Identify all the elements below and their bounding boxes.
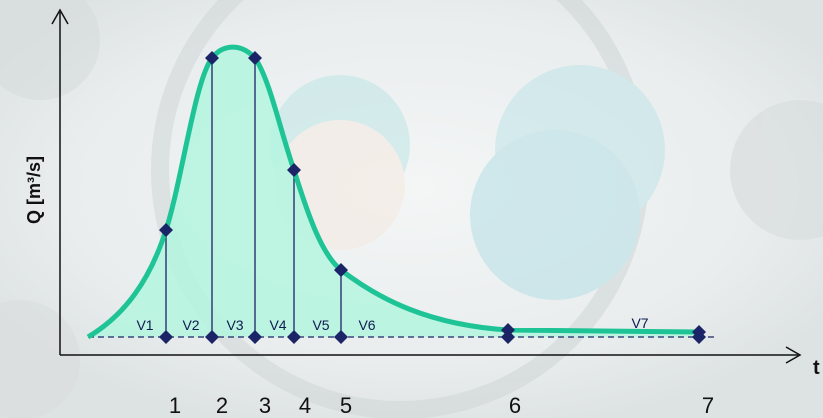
volume-label: V1 [136,317,153,333]
volume-label: V3 [226,317,243,333]
time-label: 4 [299,393,311,418]
time-label: 2 [216,393,228,418]
volume-label: V6 [358,317,375,333]
time-label: 7 [702,393,714,418]
volume-label: V7 [631,315,648,331]
hydrograph-diagram: Q [m³/s] t 1 2 3 4 5 6 7 V1 V2 V3 V4 V5 … [0,0,823,418]
page: Q [m³/s] t 1 2 3 4 5 6 7 V1 V2 V3 V4 V5 … [0,0,823,418]
time-label: 1 [169,393,181,418]
time-label: 3 [259,393,271,418]
y-axis-label: Q [m³/s] [24,156,44,224]
time-label: 6 [509,393,521,418]
time-label: 5 [340,393,352,418]
volume-label: V5 [312,317,329,333]
volume-label: V4 [269,317,286,333]
volume-label: V2 [182,317,199,333]
x-axis-label: t [813,357,820,379]
